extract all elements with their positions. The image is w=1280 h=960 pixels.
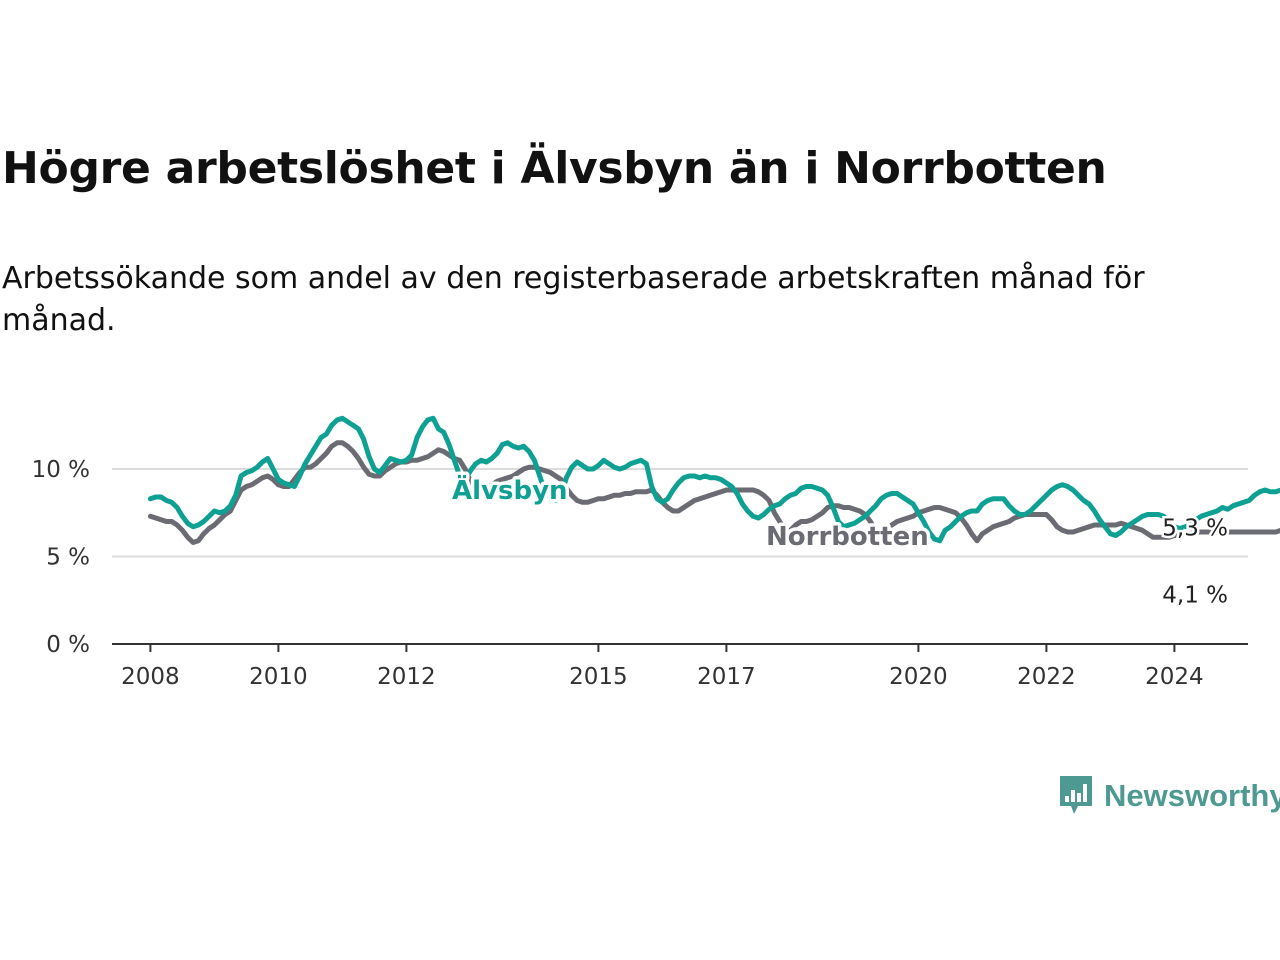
chart-title: Högre arbetslöshet i Älvsbyn än i Norrbo… bbox=[2, 143, 1107, 194]
x-tick-label: 2008 bbox=[121, 664, 180, 690]
x-tick-label: 2017 bbox=[697, 664, 756, 690]
end-value-label-norrbotten: 4,1 % bbox=[1162, 582, 1228, 608]
y-tick-label: 10 % bbox=[32, 457, 90, 483]
y-tick-label: 5 % bbox=[46, 545, 90, 571]
x-tick-label: 2015 bbox=[569, 664, 628, 690]
series-labels: Norrbotten Älvsbyn 4,1 % 5,3 % bbox=[449, 471, 1231, 611]
x-axis: 2008 2010 2012 2015 2017 2020 2022 2024 bbox=[112, 643, 1248, 690]
series-line-alvsbyn bbox=[147, 415, 1280, 544]
end-value-label-alvsbyn: 5,3 % bbox=[1162, 515, 1228, 541]
y-axis: 0 % 5 % 10 % bbox=[32, 457, 90, 658]
series-line-norrbotten bbox=[147, 440, 1280, 545]
x-tick-label: 2020 bbox=[889, 664, 948, 690]
newsworthy-logo: Newsworthy bbox=[1058, 774, 1280, 818]
x-tick-label: 2010 bbox=[249, 664, 308, 690]
brand-name: Newsworthy bbox=[1104, 778, 1280, 813]
series-label-norrbotten: Norrbotten bbox=[766, 522, 929, 552]
x-tick-label: 2024 bbox=[1145, 664, 1204, 690]
series-label-alvsbyn: Älvsbyn bbox=[452, 474, 568, 506]
y-tick-label: 0 % bbox=[46, 632, 90, 658]
series-lines bbox=[147, 415, 1280, 545]
x-tick-label: 2022 bbox=[1017, 664, 1076, 690]
newsworthy-bar-chart-icon bbox=[1060, 776, 1092, 814]
x-tick-label: 2012 bbox=[377, 664, 436, 690]
chart-subtitle: Arbetssökande som andel av den registerb… bbox=[2, 261, 1145, 338]
